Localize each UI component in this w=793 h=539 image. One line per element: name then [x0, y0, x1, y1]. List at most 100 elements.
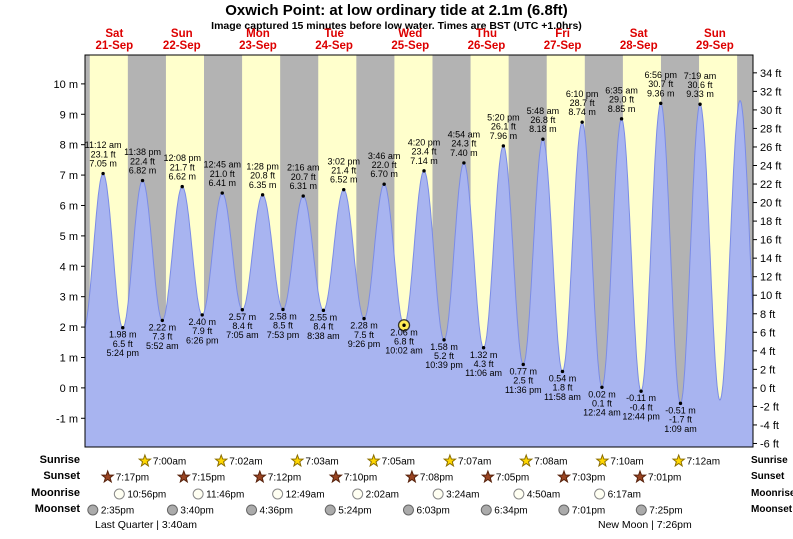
- low-tide-annotation: 7:05 am: [226, 330, 259, 340]
- sunset-time-label: 7:17pm: [116, 473, 149, 484]
- moonrise-time-label: 12:49am: [286, 490, 325, 501]
- y-axis-label-m: 2 m: [60, 322, 78, 334]
- day-label-date: 28-Sep: [620, 40, 658, 52]
- moonrise-time-label: 11:46pm: [206, 490, 244, 501]
- sunset-time-label: 7:03pm: [572, 473, 605, 484]
- tide-extreme-dot: [560, 369, 565, 374]
- low-tide-annotation: 7.5 ft: [354, 330, 375, 340]
- moonset-icon: [402, 504, 414, 516]
- tide-extreme-dot: [301, 194, 305, 198]
- plot-border: [84, 54, 754, 448]
- moonset-row-label-left: Moonset: [34, 503, 80, 515]
- high-tide-annotation: 28.7 ft: [570, 98, 596, 108]
- high-tide-annotation: 6.70 m: [370, 169, 398, 179]
- sunrise-time-label: 7:12am: [687, 457, 720, 468]
- high-tide-annotation: 7.40 m: [450, 148, 478, 158]
- y-axis-label-ft: 30 ft: [760, 105, 781, 117]
- moonset-time-label: 3:40pm: [180, 506, 213, 517]
- y-axis-label-m: 9 m: [60, 109, 78, 121]
- tide-extreme-dot: [362, 316, 366, 321]
- tide-extreme-dot: [160, 318, 165, 323]
- high-tide-annotation: 12:45 am: [203, 160, 241, 170]
- low-tide-annotation: -0.4 ft: [630, 402, 654, 412]
- sunrise-icon: [671, 453, 686, 468]
- y-axis-label-ft: 16 ft: [760, 235, 781, 247]
- sunset-time-label: 7:15pm: [192, 473, 225, 484]
- high-tide-annotation: 21.7 ft: [170, 162, 196, 172]
- high-tide-annotation: 2:16 am: [287, 163, 320, 173]
- sunrise-time-label: 7:08am: [534, 457, 567, 468]
- high-tide-annotation: 7.05 m: [89, 159, 117, 169]
- tide-extreme-dot: [619, 117, 624, 121]
- day-label-date: 21-Sep: [95, 40, 133, 52]
- sunset-row-label-right: Sunset: [751, 471, 785, 482]
- high-tide-annotation: 9.33 m: [686, 89, 714, 99]
- sunset-time-label: 7:12pm: [268, 473, 301, 484]
- tide-extreme-dot: [180, 184, 184, 189]
- y-axis-label-ft: -2 ft: [760, 401, 779, 413]
- tide-extreme-dot: [639, 389, 643, 393]
- day-label-date: 29-Sep: [696, 40, 734, 52]
- high-tide-annotation: 6:35 am: [605, 85, 638, 95]
- sunset-icon: [480, 469, 495, 484]
- tide-extreme-dot: [260, 193, 265, 197]
- sunrise-time-label: 7:00am: [153, 457, 186, 468]
- low-tide-annotation: 2.40 m: [188, 317, 216, 327]
- low-tide-annotation: 11:58 am: [544, 392, 581, 402]
- low-tide-annotation: 5:24 pm: [106, 348, 139, 358]
- y-axis-label-m: 3 m: [60, 292, 78, 304]
- day-label-name: Fri: [555, 28, 570, 40]
- sunset-icon: [632, 469, 648, 484]
- sunrise-row-label-right: Sunrise: [751, 455, 788, 466]
- sunset-time-label: 7:05pm: [496, 473, 529, 484]
- moonset-icon: [324, 504, 336, 516]
- day-label-date: 27-Sep: [544, 40, 582, 52]
- sunset-icon: [252, 469, 267, 484]
- low-tide-annotation: 1.58 m: [430, 342, 458, 352]
- tide-extreme-dot: [600, 385, 604, 389]
- low-tide-annotation: 8.4 ft: [232, 321, 253, 331]
- high-tide-annotation: 23.4 ft: [412, 147, 438, 157]
- page-subtitle: Image captured 15 minutes before low wat…: [211, 20, 582, 32]
- moonset-time-label: 7:01pm: [572, 506, 605, 517]
- tide-extreme-dot: [321, 308, 326, 313]
- moonset-time-label: 6:03pm: [416, 506, 449, 517]
- y-axis-label-ft: 34 ft: [760, 68, 781, 80]
- high-tide-annotation: 5:20 pm: [487, 112, 520, 122]
- tide-extreme-dot: [140, 178, 145, 183]
- high-tide-annotation: 7.96 m: [490, 131, 518, 141]
- sunset-icon: [176, 469, 191, 484]
- day-label-name: Sun: [171, 28, 193, 40]
- tide-extreme-dot: [422, 169, 426, 173]
- sunset-icon: [556, 469, 572, 484]
- high-tide-annotation: 6.35 m: [249, 180, 277, 190]
- high-tide-annotation: 8.85 m: [608, 104, 636, 114]
- high-tide-annotation: 11:12 am: [85, 140, 122, 150]
- low-tide-annotation: 1.8 ft: [552, 383, 573, 393]
- moonrise-time-label: 10:56pm: [127, 490, 166, 501]
- tide-extreme-dot: [501, 144, 506, 148]
- moonrise-icon: [594, 488, 606, 500]
- day-label-date: 22-Sep: [163, 40, 201, 52]
- sunset-icon: [100, 469, 115, 484]
- day-label-name: Sun: [704, 28, 726, 40]
- y-axis-label-m: 4 m: [60, 261, 78, 273]
- low-tide-annotation: 2.58 m: [269, 311, 297, 321]
- day-label-date: 23-Sep: [239, 40, 277, 52]
- tide-extreme-dot: [240, 308, 245, 312]
- low-tide-annotation: -1.7 ft: [669, 415, 693, 425]
- y-axis-label-ft: 22 ft: [760, 179, 781, 191]
- tide-extreme-dot: [200, 313, 204, 317]
- high-tide-annotation: 23.1 ft: [91, 149, 117, 159]
- y-axis-label-ft: 10 ft: [760, 290, 781, 302]
- tide-curve-area: [84, 99, 754, 448]
- tide-extreme-dot: [121, 325, 125, 330]
- high-tide-annotation: 3:02 pm: [327, 156, 360, 166]
- moonset-time-label: 5:24pm: [338, 506, 371, 517]
- y-axis-label-m: 8 m: [60, 140, 78, 152]
- tide-extreme-dot: [481, 346, 486, 350]
- y-axis-label-ft: 2 ft: [760, 364, 775, 376]
- low-tide-annotation: 6:26 pm: [186, 335, 219, 345]
- sunrise-icon: [442, 453, 457, 468]
